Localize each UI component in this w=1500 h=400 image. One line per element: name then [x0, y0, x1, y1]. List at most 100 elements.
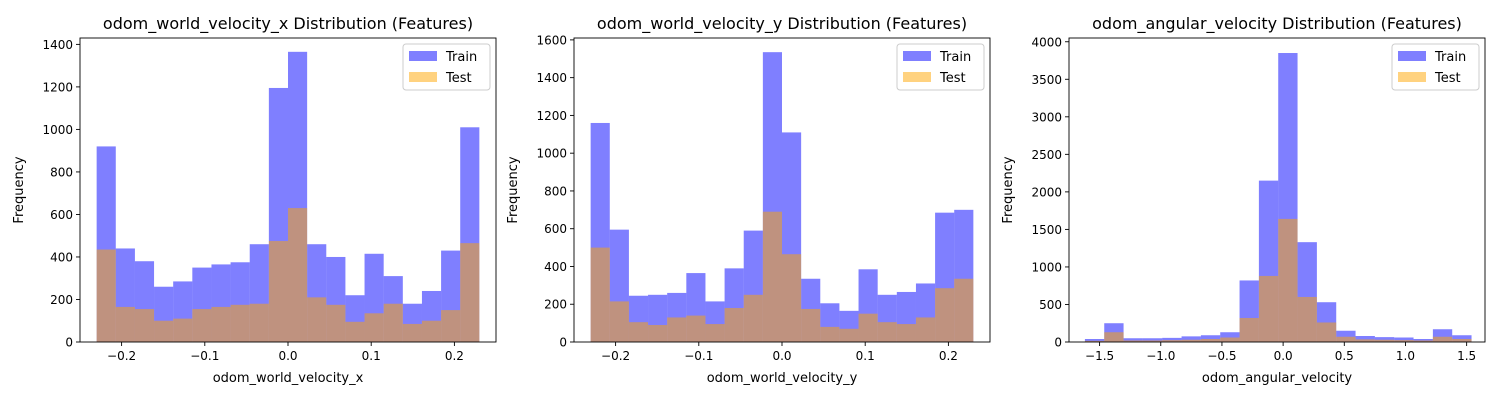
histogram-bar-test [421, 320, 442, 342]
y-tick-label: 200 [544, 298, 567, 312]
y-tick-label: 1400 [536, 71, 567, 85]
histogram-bar-test [441, 310, 461, 342]
histogram-bar-test [345, 321, 365, 342]
histogram-bar-test [782, 254, 802, 342]
histogram-bar-test [1355, 339, 1375, 342]
histogram-bar-test [1278, 218, 1298, 342]
histogram-bar-train [1084, 339, 1105, 342]
histogram-bar-test [364, 313, 384, 342]
histogram-bar-test [1239, 317, 1259, 342]
histogram-bar-test [1432, 336, 1453, 342]
y-tick-label: 1200 [42, 80, 73, 94]
x-tick-label: 0.0 [278, 349, 297, 363]
histogram-bar-train [1142, 338, 1163, 342]
histogram-bar-test [1104, 332, 1124, 342]
legend-label-test: Test [445, 71, 472, 86]
histogram-bar-test [628, 322, 649, 342]
x-tick-label: 0.2 [939, 349, 958, 363]
y-tick-label: 400 [544, 260, 567, 274]
histogram-bar-test [211, 306, 231, 342]
histogram-bar-test [383, 303, 403, 342]
histogram-bar-test [590, 247, 610, 342]
histogram-bar-train [1181, 336, 1201, 342]
chart-panel-3: −1.5 −1.0 −0.5 0.0 0.5 1.0 1.5 0 500 1000 1500 2000… [1001, 14, 1486, 386]
histogram-bar-train [1452, 335, 1472, 342]
y-tick-label: 2500 [1031, 148, 1062, 162]
legend: Train Test [402, 43, 491, 91]
legend: Train Test [1391, 43, 1480, 91]
chart-title: odom_angular_velocity Distribution (Feat… [1092, 14, 1462, 34]
legend-swatch-train [1398, 51, 1426, 61]
histogram-bar-test [1162, 340, 1182, 342]
histogram-bar-test [839, 328, 859, 342]
x-axis-label: odom_world_velocity_x [213, 371, 364, 386]
y-tick-label: 800 [544, 184, 567, 198]
histogram-bar-test [705, 324, 725, 342]
x-tick-label: −0.1 [684, 349, 713, 363]
y-tick-label: 3500 [1031, 73, 1062, 87]
histogram-bar-test [96, 249, 116, 342]
histogram-bar-test [326, 304, 346, 342]
x-tick-label: 1.5 [1457, 349, 1476, 363]
histogram-bar-test [1394, 340, 1414, 342]
x-tick-label: −0.2 [107, 349, 136, 363]
histogram-bar-test [1142, 340, 1163, 342]
series-test [590, 211, 974, 342]
y-axis-label: Frequency [1001, 156, 1016, 223]
legend-label-train: Train [445, 50, 477, 65]
histogram-bar-test [1452, 339, 1472, 342]
histogram-bar-test [1181, 339, 1201, 342]
histogram-bar-test [1123, 340, 1143, 342]
y-tick-label: 1000 [536, 147, 567, 161]
histogram-bar-test [115, 306, 135, 342]
y-tick-label: 500 [1039, 298, 1062, 312]
y-tick-label: 3000 [1031, 110, 1062, 124]
y-tick-label: 1400 [42, 38, 73, 52]
histogram-bar-test [762, 211, 782, 342]
x-tick-label: 0.0 [772, 349, 791, 363]
histogram-bar-test [609, 301, 629, 342]
legend: Train Test [896, 43, 985, 91]
histogram-bar-test [173, 318, 193, 342]
axes-frame [1068, 37, 1486, 343]
legend-swatch-test [409, 72, 437, 82]
histogram-bar-test [1084, 340, 1105, 342]
histogram-bar-train [1200, 335, 1221, 342]
x-tick-label: 0.0 [1274, 349, 1293, 363]
x-tick-label: 0.5 [1335, 349, 1354, 363]
histogram-bar-test [896, 324, 916, 342]
x-tick-label: −1.0 [1146, 349, 1175, 363]
y-tick-label: 2000 [1031, 185, 1062, 199]
histogram-bar-train [1374, 337, 1395, 342]
x-tick-label: 1.0 [1396, 349, 1415, 363]
histogram-bar-test [154, 320, 174, 342]
histogram-bar-test [1297, 296, 1317, 342]
y-tick-label: 1000 [42, 123, 73, 137]
x-tick-label: 0.2 [445, 349, 464, 363]
x-tick-label: −0.2 [601, 349, 630, 363]
legend-swatch-train [903, 51, 931, 61]
x-axis-label: odom_world_velocity_y [707, 371, 858, 386]
histogram-bar-test [954, 278, 974, 342]
histogram-bar-test [801, 308, 821, 342]
series-test [96, 208, 480, 342]
x-tick-label: 0.1 [362, 349, 381, 363]
histogram-bar-test [1413, 340, 1433, 342]
histogram-bar-test [935, 288, 955, 342]
histogram-bar-test [402, 323, 422, 342]
legend-label-test: Test [1434, 71, 1461, 86]
chart-panel-1: −0.2 −0.1 0.0 0.1 0.2 0 200 400 600 800 1000 1200 14… [12, 14, 497, 386]
y-tick-label: 400 [50, 250, 73, 264]
y-tick-label: 0 [65, 336, 73, 350]
y-axis-label: Frequency [12, 156, 27, 223]
histogram-bar-train [1123, 338, 1143, 342]
histogram-bar-test [743, 294, 763, 342]
x-tick-label: −0.1 [190, 349, 219, 363]
legend-label-train: Train [939, 50, 971, 65]
y-tick-label: 200 [50, 293, 73, 307]
histogram-bar-test [134, 309, 155, 342]
histogram-bar-test [460, 243, 480, 342]
y-axis-label: Frequency [506, 156, 521, 223]
histogram-bar-test [268, 241, 288, 342]
